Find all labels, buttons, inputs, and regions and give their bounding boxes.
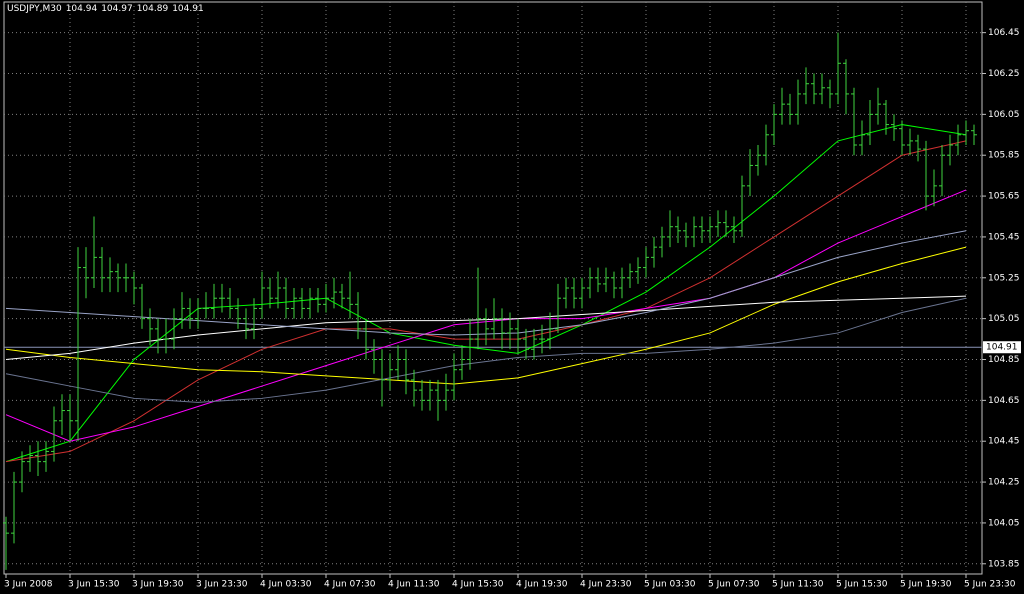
last-price-box [983,341,1021,354]
x-tick-label: 4 Jun 23:30 [580,580,632,590]
moving-average [5,297,967,403]
y-tick-label: 106.45 [988,28,1020,38]
chart-header: USDJPY,M30 104.94 104.97 104.89 104.91 [7,4,204,14]
header-high: 104.97 [101,4,133,14]
header-close: 104.91 [172,4,204,14]
y-tick-label: 106.05 [988,110,1020,120]
y-tick-label: 104.85 [988,355,1020,365]
x-tick-label: 3 Jun 2008 [4,580,53,590]
y-tick-label: 105.05 [988,314,1020,324]
x-tick-label: 4 Jun 19:30 [516,580,568,590]
plot-frame [3,1,983,575]
x-tick-label: 5 Jun 03:30 [644,580,696,590]
x-tick-label: 5 Jun 07:30 [708,580,760,590]
moving-average [5,140,967,463]
x-tick-label: 3 Jun 19:30 [132,580,184,590]
y-tick-label: 104.25 [988,478,1020,488]
header-low: 104.89 [136,4,169,14]
y-tick-label: 105.65 [988,192,1020,202]
y-tick-label: 104.45 [988,437,1020,447]
moving-average [5,246,967,385]
y-tick-label: 104.05 [988,518,1020,528]
x-tick-label: 5 Jun 19:30 [900,580,952,590]
y-tick-label: 105.45 [988,232,1020,242]
x-tick-label: 4 Jun 11:30 [388,580,440,590]
x-tick-label: 5 Jun 23:30 [964,580,1016,590]
y-tick-label: 106.25 [988,69,1020,79]
x-tick-label: 4 Jun 03:30 [260,580,312,590]
x-tick-label: 3 Jun 23:30 [196,580,248,590]
y-tick-label: 105.25 [988,273,1020,283]
last-price-label: 104.91 [986,343,1018,353]
y-tick-label: 104.65 [988,396,1020,406]
x-tick-label: 5 Jun 11:30 [772,580,824,590]
y-tick-label: 103.85 [988,559,1020,569]
symbol: USDJPY,M30 [7,4,62,14]
x-tick-label: 4 Jun 15:30 [452,580,504,590]
header-open: 104.94 [65,4,98,14]
x-tick-label: 3 Jun 15:30 [68,580,120,590]
y-tick-label: 105.85 [988,151,1020,161]
x-tick-label: 5 Jun 15:30 [836,580,888,590]
x-tick-label: 4 Jun 07:30 [324,580,376,590]
